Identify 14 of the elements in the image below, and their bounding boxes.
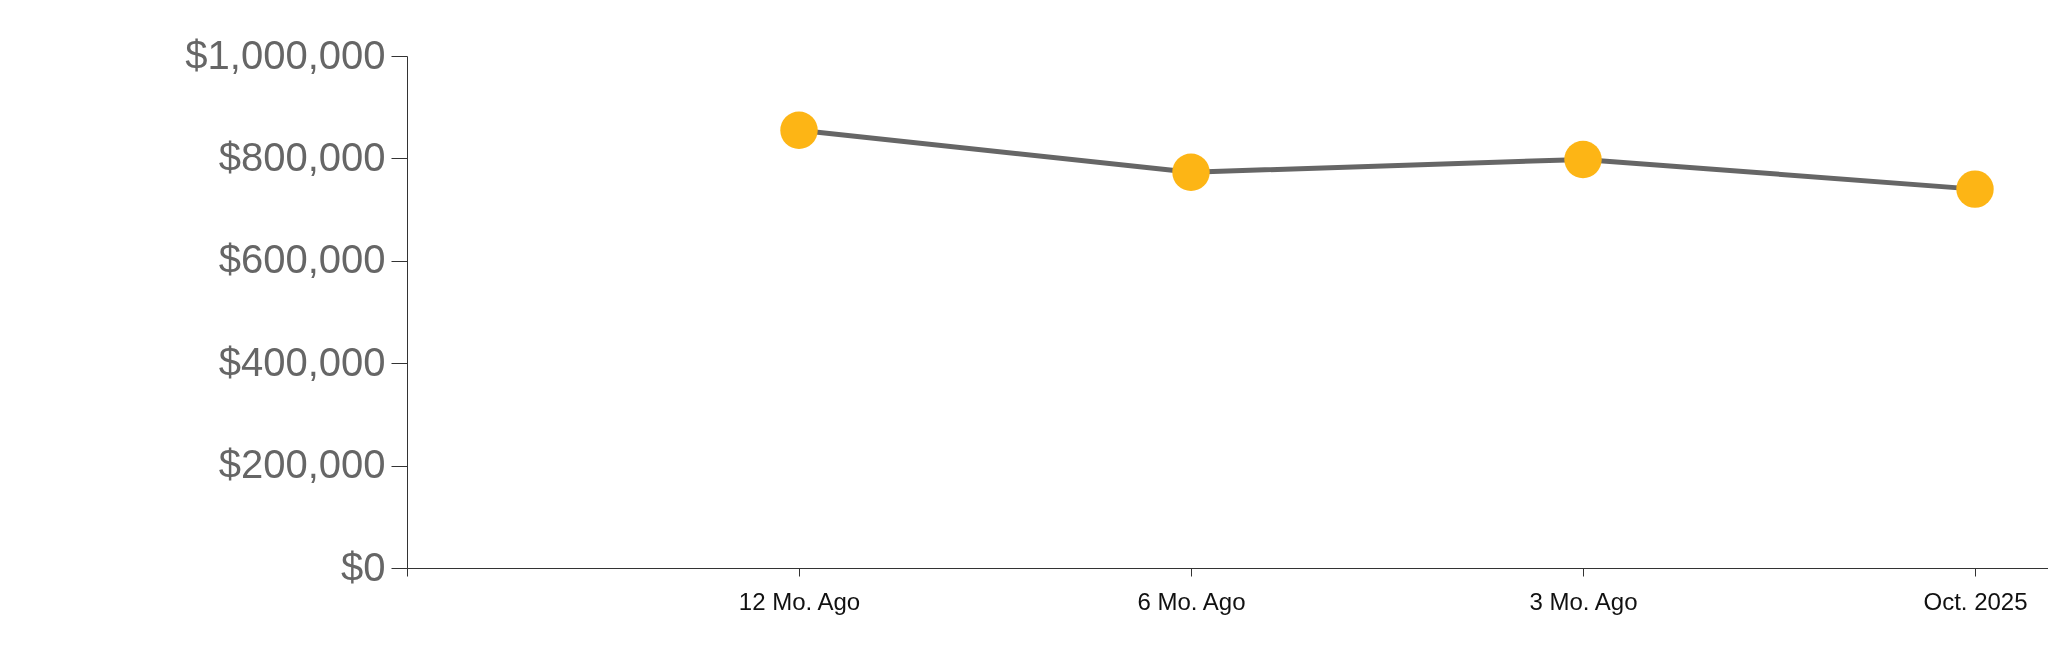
- y-tick-label: $0: [341, 544, 386, 589]
- x-tick-label: 3 Mo. Ago: [1529, 587, 1638, 615]
- y-tick-label: $600,000: [218, 237, 386, 282]
- point: [1564, 140, 1602, 179]
- x-tick-label: 6 Mo. Ago: [1137, 587, 1246, 615]
- x-tick-label: Oct. 2025: [1923, 587, 2028, 615]
- y-tick-label: $800,000: [218, 134, 386, 179]
- point: [1172, 153, 1210, 191]
- point: [780, 111, 818, 149]
- point: [1956, 170, 1994, 208]
- x-tick-label: 12 Mo. Ago: [738, 587, 861, 615]
- y-tick-label: $400,000: [218, 339, 386, 384]
- y-tick-label: $1,000,000: [185, 32, 386, 77]
- y-tick-label: $200,000: [218, 442, 386, 487]
